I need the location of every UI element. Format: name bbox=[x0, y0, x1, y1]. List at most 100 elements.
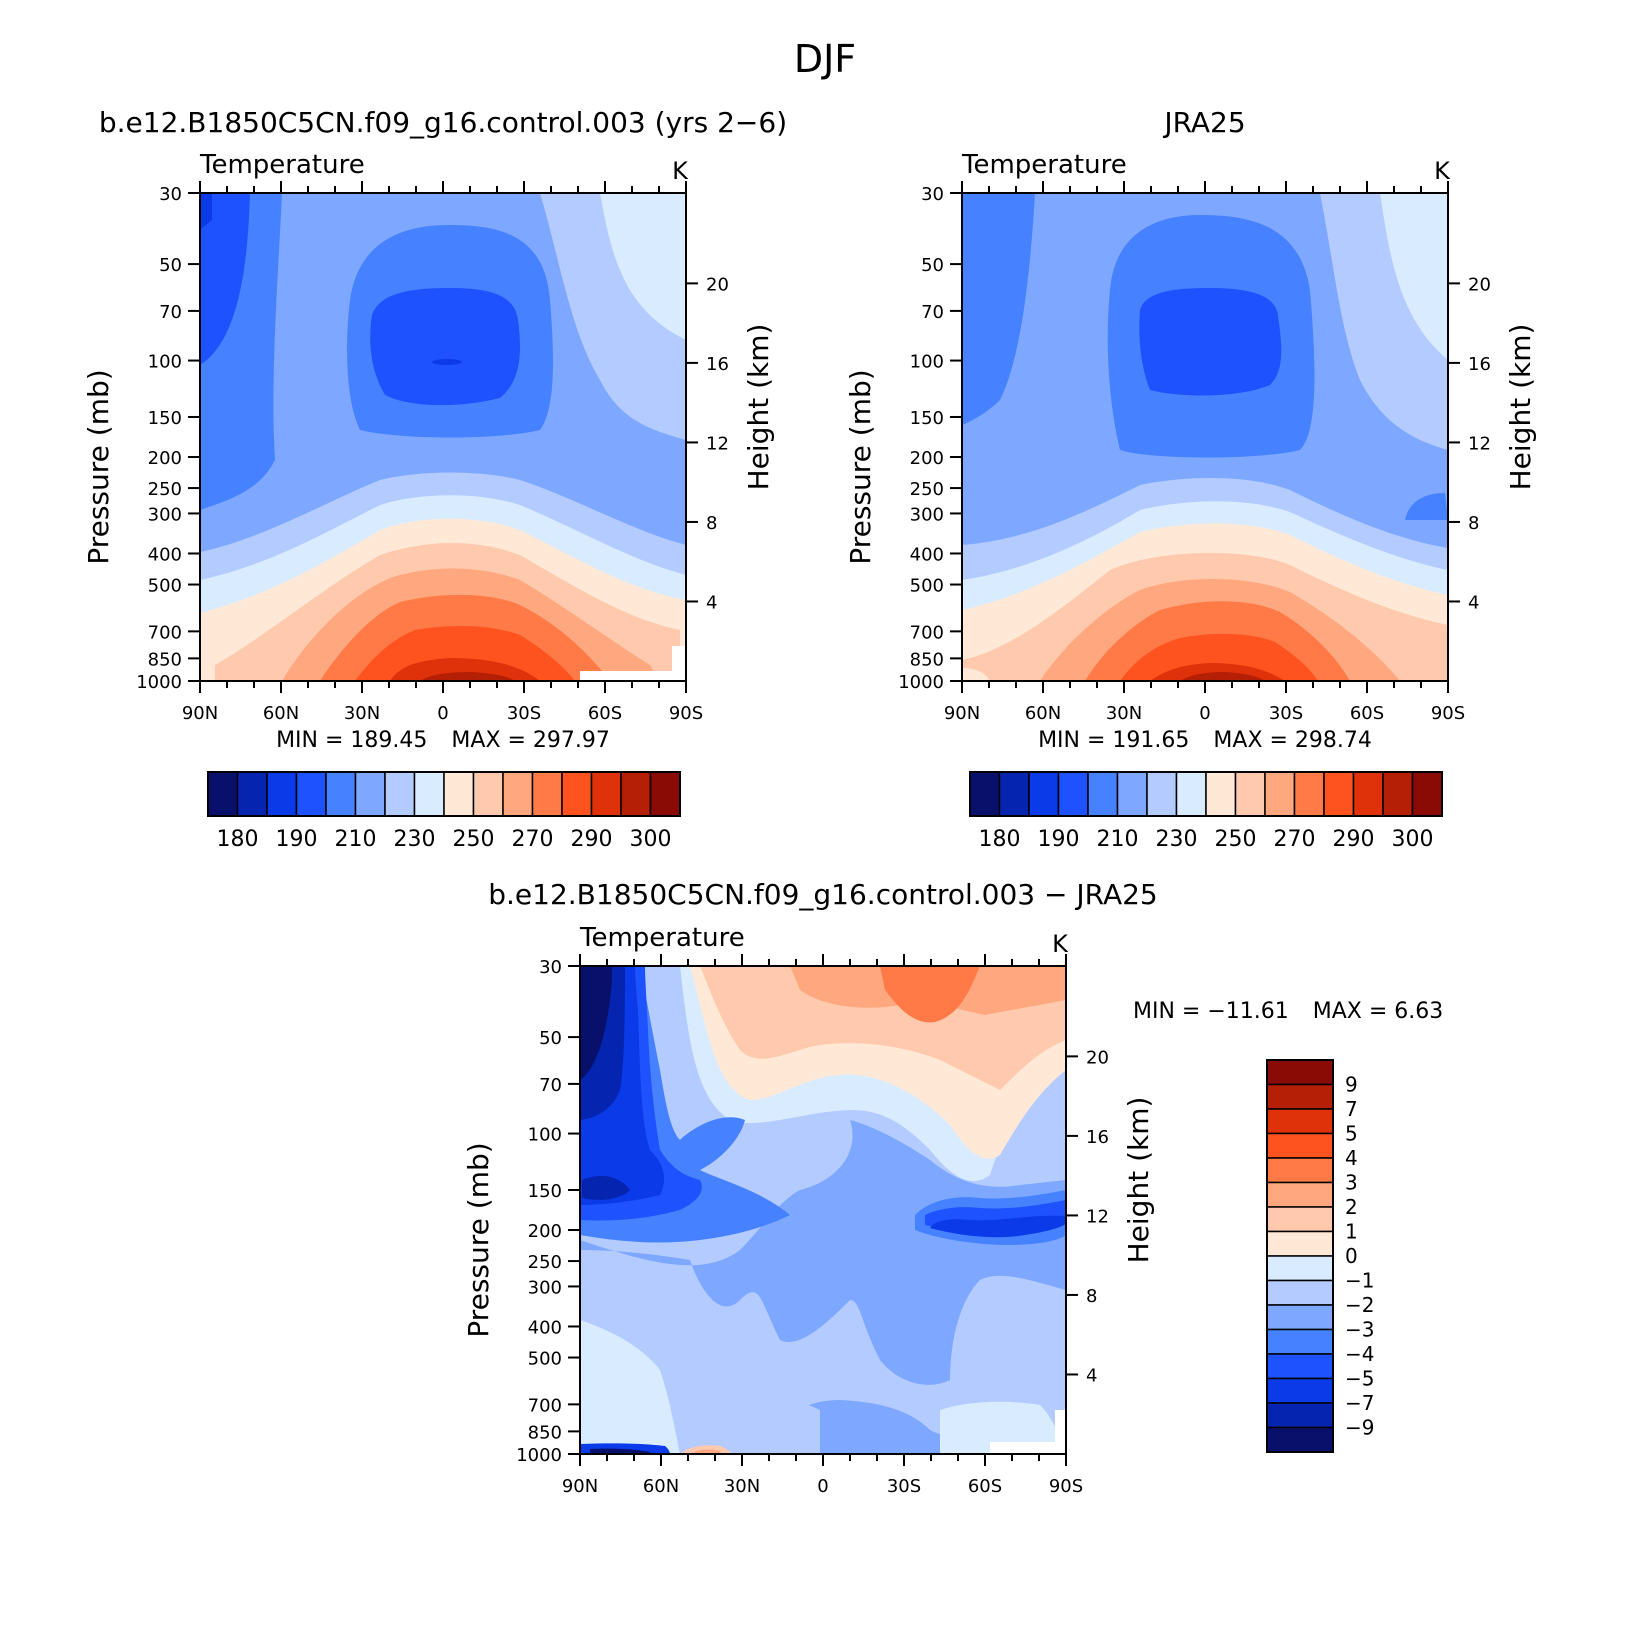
colorbar-frame bbox=[207, 771, 681, 817]
colorbar-swatch bbox=[1266, 1402, 1334, 1429]
units-label: K bbox=[672, 157, 689, 185]
colorbar-swatch bbox=[1266, 1206, 1334, 1233]
colorbar-label: −1 bbox=[1345, 1269, 1374, 1293]
contour-fill bbox=[1380, 193, 1448, 360]
colorbar-label: 5 bbox=[1345, 1122, 1358, 1146]
colorbar-swatch bbox=[1411, 771, 1443, 817]
contour-fill bbox=[590, 1448, 650, 1454]
panel-a-contours bbox=[200, 193, 686, 681]
colorbar-swatch bbox=[1266, 1304, 1334, 1331]
colorbar-swatch bbox=[1266, 1426, 1334, 1453]
height-tick-label: 20 bbox=[1086, 1047, 1109, 1068]
lat-tick-label: 30S bbox=[1269, 703, 1303, 724]
pressure-axis-label: Pressure (mb) bbox=[844, 369, 877, 564]
colorbar-swatch bbox=[472, 771, 504, 817]
lat-tick-label: 90S bbox=[669, 703, 703, 724]
pressure-tick-label: 700 bbox=[910, 622, 944, 643]
units-label: K bbox=[1434, 157, 1451, 185]
height-tick-label: 20 bbox=[1468, 274, 1491, 295]
pressure-tick-label: 300 bbox=[148, 504, 182, 525]
pressure-tick-label: 400 bbox=[910, 544, 944, 565]
colorbar-swatch bbox=[1205, 771, 1237, 817]
lat-tick-label: 90N bbox=[562, 1476, 598, 1497]
lat-tick-label: 60S bbox=[588, 703, 622, 724]
pressure-tick-label: 250 bbox=[910, 479, 944, 500]
panel-variable-label: Temperature bbox=[199, 150, 365, 180]
colorbar-swatch bbox=[325, 771, 357, 817]
colorbar-label: 3 bbox=[1345, 1171, 1358, 1195]
colorbar-swatch bbox=[1266, 1230, 1334, 1257]
contour-fill bbox=[200, 193, 212, 230]
lat-tick-label: 30S bbox=[507, 703, 541, 724]
colorbar-swatch bbox=[1382, 771, 1414, 817]
contour-fill bbox=[1180, 672, 1265, 681]
missing-data bbox=[1055, 1410, 1066, 1442]
pressure-tick-label: 70 bbox=[159, 302, 182, 323]
colorbar-label: −2 bbox=[1345, 1293, 1374, 1317]
pressure-tick-label: 400 bbox=[148, 544, 182, 565]
colorbar-label: −5 bbox=[1345, 1367, 1374, 1391]
pressure-tick-label: 50 bbox=[159, 255, 182, 276]
pressure-tick-label: 50 bbox=[921, 255, 944, 276]
contour-fill bbox=[600, 193, 686, 340]
contour-fill bbox=[880, 966, 980, 1023]
panel-b-minmax: MIN = 191.65 MAX = 298.74 bbox=[1038, 728, 1372, 753]
colorbar-swatch bbox=[649, 771, 681, 817]
pressure-tick-label: 850 bbox=[148, 649, 182, 670]
height-tick-label: 8 bbox=[1468, 513, 1479, 534]
contour-fill bbox=[930, 1215, 1066, 1238]
panel-c-title: b.e12.B1850C5CN.f09_g16.control.003 − JR… bbox=[488, 878, 1157, 911]
height-axis-label: Height (km) bbox=[1504, 324, 1537, 491]
pressure-tick-label: 100 bbox=[148, 352, 182, 373]
panel-b-colorbar: 180 190 210 230 250 270 290 300 bbox=[969, 771, 1443, 852]
pressure-tick-label: 700 bbox=[528, 1395, 562, 1416]
colorbar-label: 210 bbox=[335, 827, 377, 852]
colorbar-label: −7 bbox=[1345, 1391, 1374, 1415]
pressure-tick-label: 300 bbox=[528, 1277, 562, 1298]
lat-tick-label: 30S bbox=[887, 1476, 921, 1497]
contour-fill bbox=[390, 658, 540, 681]
contour-fill bbox=[200, 193, 250, 365]
pressure-tick-label: 500 bbox=[148, 576, 182, 597]
colorbar-swatch bbox=[295, 771, 327, 817]
pressure-tick-label: 200 bbox=[910, 448, 944, 469]
colorbar-swatch bbox=[1266, 1059, 1334, 1086]
colorbar-swatch bbox=[502, 771, 534, 817]
colorbar-swatch bbox=[236, 771, 268, 817]
pressure-tick-label: 700 bbox=[148, 622, 182, 643]
figure-title: DJF bbox=[794, 37, 856, 81]
pressure-axis-label: Pressure (mb) bbox=[82, 369, 115, 564]
colorbar-swatch bbox=[1266, 1377, 1334, 1404]
colorbar-label: −9 bbox=[1345, 1416, 1374, 1440]
panel-c-minmax: MIN = −11.61 MAX = 6.63 bbox=[1133, 999, 1443, 1024]
pressure-tick-label: 1000 bbox=[898, 672, 944, 693]
missing-data bbox=[990, 1442, 1066, 1454]
pressure-tick-label: 100 bbox=[528, 1125, 562, 1146]
contour-fill bbox=[432, 359, 462, 365]
colorbar-label: 300 bbox=[1392, 827, 1434, 852]
colorbar-swatch bbox=[1087, 771, 1119, 817]
height-tick-label: 4 bbox=[1086, 1365, 1097, 1386]
contour-fill bbox=[1120, 633, 1318, 681]
panel-a-min-label: MIN = 189.45 bbox=[276, 728, 427, 753]
panel-c-min-label: MIN = −11.61 bbox=[1133, 999, 1289, 1024]
panel-b-contours bbox=[962, 193, 1448, 681]
contour-fill bbox=[1139, 288, 1282, 396]
pressure-tick-label: 500 bbox=[528, 1349, 562, 1370]
lat-tick-label: 90N bbox=[182, 703, 218, 724]
missing-data bbox=[672, 646, 686, 671]
pressure-tick-label: 400 bbox=[528, 1317, 562, 1338]
colorbar-label: 7 bbox=[1345, 1097, 1358, 1121]
colorbar-label: 1 bbox=[1345, 1220, 1358, 1244]
colorbar-swatch bbox=[561, 771, 593, 817]
colorbar-swatch bbox=[1266, 1083, 1334, 1110]
lat-tick-label: 30N bbox=[344, 703, 380, 724]
pressure-tick-label: 200 bbox=[528, 1221, 562, 1242]
colorbar-swatch bbox=[1352, 771, 1384, 817]
lat-tick-label: 0 bbox=[817, 1476, 828, 1497]
